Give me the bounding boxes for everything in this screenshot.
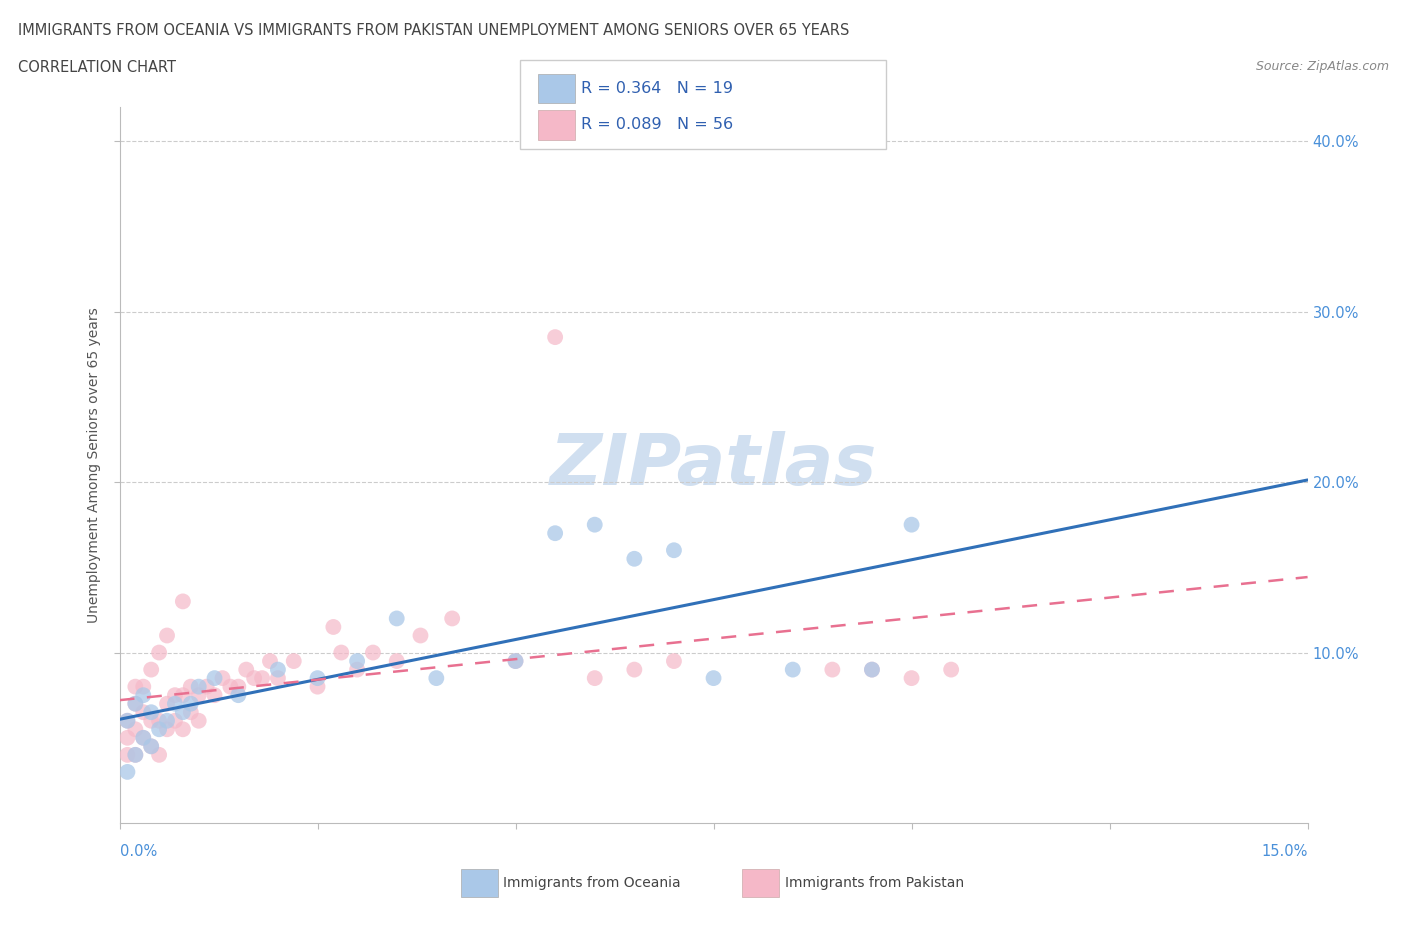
Point	[156, 697, 179, 711]
Point	[544, 330, 567, 345]
Point	[583, 517, 606, 532]
Point	[132, 679, 155, 694]
Point	[409, 628, 432, 643]
Point	[361, 645, 384, 660]
Point	[662, 654, 685, 669]
Text: 0.0%: 0.0%	[120, 844, 156, 859]
Point	[117, 713, 139, 728]
Point	[124, 748, 146, 763]
Point	[148, 722, 170, 737]
Point	[505, 654, 527, 669]
Text: 15.0%: 15.0%	[1261, 844, 1308, 859]
Point	[322, 619, 344, 634]
Text: R = 0.089   N = 56: R = 0.089 N = 56	[581, 117, 733, 132]
Text: ZIPatlas: ZIPatlas	[550, 431, 877, 499]
Point	[860, 662, 883, 677]
Point	[307, 679, 329, 694]
Point	[228, 688, 250, 703]
Point	[141, 705, 163, 720]
Point	[900, 671, 922, 685]
Point	[385, 611, 408, 626]
Point	[259, 654, 281, 669]
Point	[782, 662, 804, 677]
Point	[172, 705, 194, 720]
Point	[544, 525, 567, 540]
Text: Immigrants from Pakistan: Immigrants from Pakistan	[785, 875, 963, 890]
Point	[623, 662, 645, 677]
Text: CORRELATION CHART: CORRELATION CHART	[18, 60, 176, 75]
Point	[141, 738, 163, 753]
Point	[163, 713, 186, 728]
Point	[204, 671, 226, 685]
Point	[132, 688, 155, 703]
Point	[228, 679, 250, 694]
Point	[124, 697, 146, 711]
Text: Immigrants from Oceania: Immigrants from Oceania	[503, 875, 681, 890]
Point	[441, 611, 464, 626]
Point	[141, 713, 163, 728]
Point	[623, 551, 645, 566]
Point	[195, 679, 218, 694]
Point	[250, 671, 273, 685]
Point	[148, 748, 170, 763]
Point	[117, 713, 139, 728]
Point	[307, 671, 329, 685]
Point	[235, 662, 257, 677]
Text: Source: ZipAtlas.com: Source: ZipAtlas.com	[1256, 60, 1389, 73]
Point	[124, 722, 146, 737]
Point	[124, 679, 146, 694]
Point	[148, 713, 170, 728]
Point	[583, 671, 606, 685]
Point	[219, 679, 242, 694]
Point	[187, 688, 209, 703]
Point	[211, 671, 233, 685]
Point	[163, 697, 186, 711]
Point	[141, 662, 163, 677]
Point	[180, 679, 202, 694]
Point	[172, 722, 194, 737]
Point	[117, 730, 139, 745]
Point	[132, 730, 155, 745]
Point	[267, 662, 290, 677]
Point	[330, 645, 353, 660]
Point	[180, 705, 202, 720]
Point	[124, 697, 146, 711]
Text: IMMIGRANTS FROM OCEANIA VS IMMIGRANTS FROM PAKISTAN UNEMPLOYMENT AMONG SENIORS O: IMMIGRANTS FROM OCEANIA VS IMMIGRANTS FR…	[18, 23, 849, 38]
Point	[156, 722, 179, 737]
Point	[662, 543, 685, 558]
Point	[141, 738, 163, 753]
Point	[172, 594, 194, 609]
Point	[163, 688, 186, 703]
Point	[156, 713, 179, 728]
Point	[132, 730, 155, 745]
Point	[148, 645, 170, 660]
Point	[900, 517, 922, 532]
Point	[204, 688, 226, 703]
Point	[243, 671, 266, 685]
Y-axis label: Unemployment Among Seniors over 65 years: Unemployment Among Seniors over 65 years	[87, 307, 101, 623]
Point	[117, 764, 139, 779]
Point	[939, 662, 962, 677]
Point	[346, 662, 368, 677]
Point	[283, 654, 305, 669]
Point	[267, 671, 290, 685]
Point	[156, 628, 179, 643]
Point	[187, 713, 209, 728]
Point	[180, 697, 202, 711]
Point	[505, 654, 527, 669]
Point	[346, 654, 368, 669]
Point	[187, 679, 209, 694]
Point	[702, 671, 725, 685]
Text: R = 0.364   N = 19: R = 0.364 N = 19	[581, 81, 733, 96]
Point	[117, 748, 139, 763]
Point	[821, 662, 844, 677]
Point	[860, 662, 883, 677]
Point	[172, 688, 194, 703]
Point	[385, 654, 408, 669]
Point	[425, 671, 447, 685]
Point	[124, 748, 146, 763]
Point	[132, 705, 155, 720]
